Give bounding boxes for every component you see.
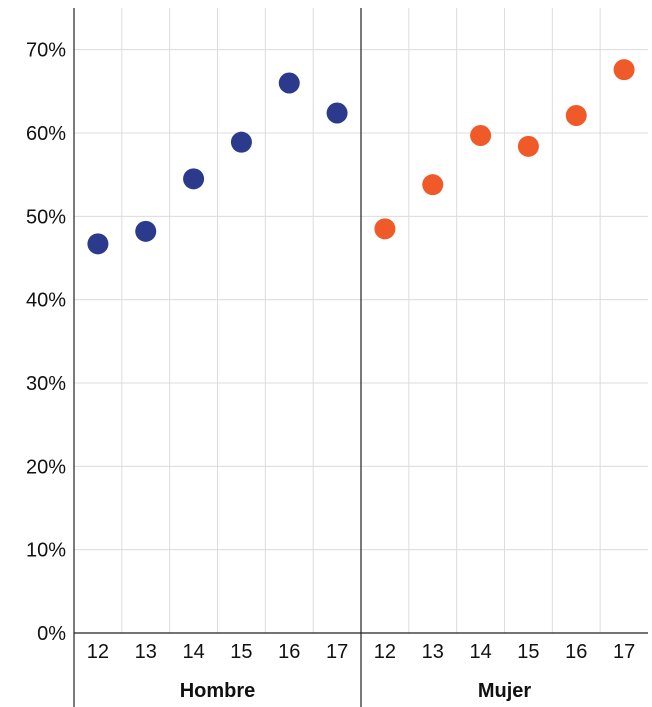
y-tick-label: 50% [26,206,66,228]
panel-label-mujer: Mujer [478,680,532,702]
data-point-mujer-14 [470,125,492,146]
data-point-hombre-16 [278,72,300,94]
x-tick-label: 13 [135,641,157,663]
y-tick-labels: 0% 10% 20% 30% 40% 50% 60% 70% [26,40,66,645]
data-point-hombre-13 [135,220,157,242]
data-point-mujer-17 [613,59,635,81]
data-point-mujer-16 [565,105,587,126]
x-tick-label: 16 [278,641,300,663]
panel-label-hombre: Hombre [180,680,256,702]
y-tick-label: 30% [26,373,66,395]
data-points [87,59,635,255]
panel-labels: Hombre Mujer [180,680,532,702]
x-tick-label: 15 [230,641,252,663]
y-tick-label: 10% [26,540,66,562]
x-tick-label: 12 [374,641,396,663]
x-tick-label: 12 [87,641,109,663]
x-tick-label: 17 [326,641,348,663]
data-point-mujer-13 [422,174,444,196]
y-tick-label: 70% [26,40,66,62]
axes [73,8,648,707]
data-point-mujer-12 [374,218,396,240]
x-tick-label: 17 [613,641,635,663]
x-tick-label: 14 [469,641,491,663]
data-point-hombre-12 [87,233,109,255]
data-point-mujer-15 [517,135,539,157]
data-point-hombre-14 [183,168,205,190]
data-point-hombre-17 [326,102,348,124]
x-tick-label: 15 [517,641,539,663]
x-tick-label: 13 [422,641,444,663]
x-tick-label: 14 [182,641,204,663]
data-point-hombre-15 [230,131,252,153]
y-tick-label: 0% [37,623,66,645]
x-tick-labels: 12 13 14 15 16 17 12 13 14 15 16 17 [87,641,635,663]
x-tick-label: 16 [565,641,587,663]
y-tick-label: 40% [26,290,66,312]
y-tick-label: 20% [26,456,66,478]
y-tick-label: 60% [26,123,66,145]
grid-lines [74,8,648,634]
